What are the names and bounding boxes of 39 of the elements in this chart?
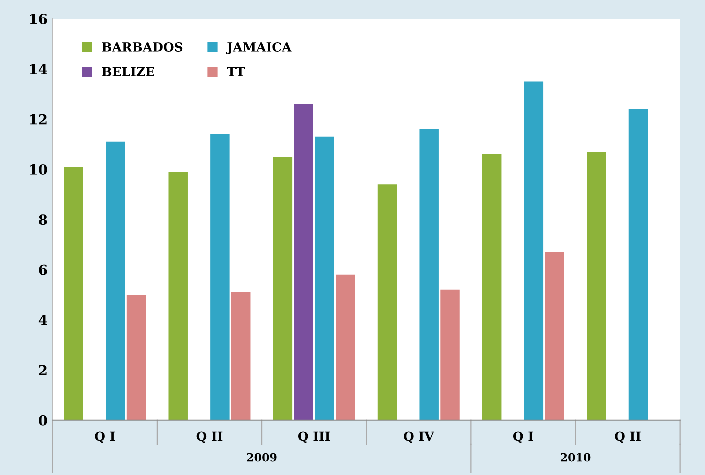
x-tick-label: Q I <box>95 432 116 444</box>
x-tick-label: Q I <box>513 432 534 444</box>
bar <box>315 136 334 420</box>
y-tick-label: 6 <box>39 264 48 276</box>
bar <box>482 154 502 420</box>
bar <box>273 156 293 420</box>
legend-label: BELIZE <box>102 67 154 76</box>
y-tick-label: 16 <box>30 14 48 24</box>
x-tick-label: Q IV <box>404 432 434 444</box>
bar <box>126 294 146 420</box>
bar <box>524 82 544 420</box>
text: 2009 <box>247 453 277 462</box>
bar <box>336 274 356 420</box>
legend-label: BARBADOS <box>102 42 183 52</box>
x-tick-label: Q II <box>196 432 223 444</box>
bar <box>64 167 84 420</box>
y-tick-label: 14 <box>30 64 48 74</box>
bar <box>545 252 564 420</box>
y-tick-label: 10 <box>30 164 48 175</box>
x-tick-label: Q III <box>298 432 330 444</box>
y-tick-label: 2 <box>39 365 47 376</box>
bar <box>628 109 648 420</box>
text: 2010 <box>561 453 591 462</box>
bar <box>294 104 314 420</box>
legend-label: JAMAICA <box>226 42 292 54</box>
bar <box>440 290 460 420</box>
y-tick-label: 12 <box>30 114 47 125</box>
bar <box>168 172 188 420</box>
y-tick-label: 4 <box>38 315 48 326</box>
legend-label: TT <box>227 67 246 76</box>
y-tick-label: 8 <box>39 214 48 226</box>
bar <box>420 129 439 420</box>
bar <box>106 142 126 420</box>
y-tick-label: 0 <box>39 415 48 426</box>
bar <box>587 152 606 420</box>
bar <box>210 134 230 420</box>
bar <box>378 184 398 420</box>
bar <box>231 292 251 420</box>
x-tick-label: Q II <box>615 432 641 444</box>
